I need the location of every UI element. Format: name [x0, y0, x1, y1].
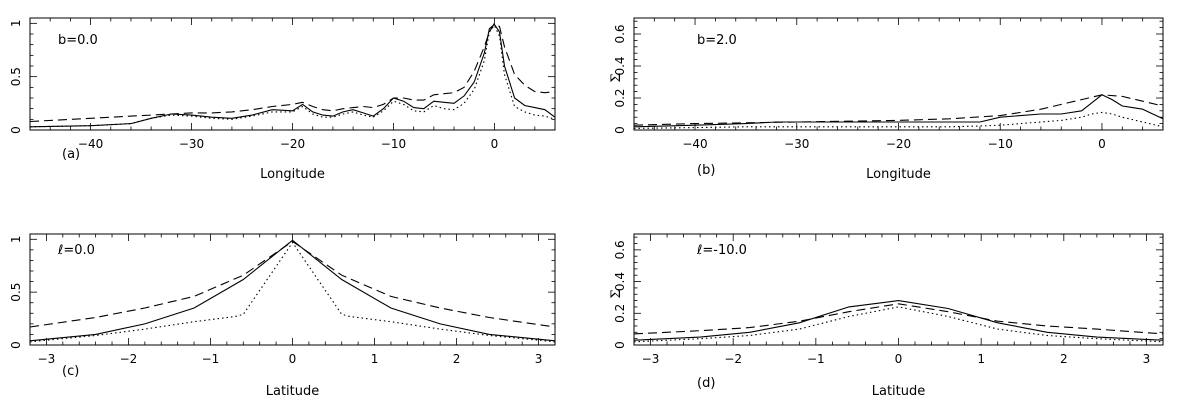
x-tick-label: −3: [642, 352, 660, 366]
x-tick-label: 3: [1143, 352, 1151, 366]
series-line-solid: [29, 23, 556, 128]
x-tick-label: −1: [202, 352, 220, 366]
x-tick-label: 1: [977, 352, 985, 366]
panel-parameter: b=2.0: [697, 33, 737, 48]
plot-frame: [29, 233, 556, 346]
panel-tag: (a): [62, 147, 80, 162]
x-axis-title: Longitude: [866, 167, 931, 182]
series-line-solid: [29, 239, 556, 342]
x-tick-label: −10: [381, 137, 406, 151]
y-tick-label: 0: [613, 126, 627, 134]
x-tick-label: 0: [289, 352, 297, 366]
panel-tag: (d): [697, 376, 715, 391]
y-tick-label: 0.2: [613, 304, 627, 323]
panel-parameter: ℓ=0.0: [57, 243, 95, 258]
x-tick-label: −20: [280, 137, 305, 151]
chart-panel: −3 −2 −1 0 1 2 3 0 0.5 1 Latitude (c) ℓ=0.0: [9, 233, 556, 399]
x-tick-label: −3: [38, 352, 56, 366]
x-tick-label: 2: [1060, 352, 1068, 366]
panel-tag: (c): [62, 364, 79, 379]
series-line-dotted: [633, 306, 1164, 343]
panel-parameter: ℓ=-10.0: [696, 243, 747, 258]
series-line-dashed: [633, 303, 1164, 335]
y-tick-label: 0: [9, 126, 23, 134]
series-line-dotted: [633, 111, 1164, 129]
x-tick-label: −30: [179, 137, 204, 151]
panel-parameter: b=0.0: [58, 33, 98, 48]
series-line-solid: [633, 300, 1164, 341]
series-line-dotted: [29, 241, 556, 343]
y-tick-label: 0: [9, 341, 23, 349]
x-tick-label: −30: [784, 137, 809, 151]
y-tick-label: 0.2: [613, 88, 627, 107]
x-tick-label: −40: [78, 137, 103, 151]
x-tick-label: −40: [682, 137, 707, 151]
chart-panel: −3 −2 −1 0 1 2 3 0 0.2 0.4 0.6 Latitude (d) ℓ=-10.0 Σ: [609, 233, 1164, 399]
x-tick-label: −1: [807, 352, 825, 366]
y-tick-label: 0.6: [613, 24, 627, 43]
y-tick-label: 0: [613, 341, 627, 349]
x-tick-label: 0: [895, 352, 903, 366]
y-tick-label: 0.4: [613, 56, 627, 75]
y-tick-label: 1: [9, 235, 23, 243]
plot-frame: [29, 17, 556, 131]
x-tick-label: −2: [120, 352, 138, 366]
series-line-dashed: [29, 240, 556, 328]
x-tick-label: −20: [886, 137, 911, 151]
x-tick-label: −10: [988, 137, 1013, 151]
y-axis-title: Σ: [609, 73, 624, 82]
chart-panel: −40 −30 −20 −10 0 0 0.2 0.4 0.6 Longitude (b) b=2.0…: [609, 17, 1164, 182]
chart-panel: −40 −30 −20 −10 0 0 0.5 1 Longitude (a) b=0.0: [9, 17, 556, 182]
y-tick-label: 0.5: [9, 67, 23, 86]
x-axis-title: Latitude: [872, 384, 926, 399]
x-axis-title: Longitude: [260, 167, 325, 182]
x-tick-label: 3: [535, 352, 543, 366]
x-tick-label: 2: [453, 352, 461, 366]
series-line-dashed: [29, 22, 556, 123]
y-tick-label: 0.4: [613, 272, 627, 291]
series-line-dotted: [29, 24, 556, 128]
y-tick-label: 1: [9, 20, 23, 28]
x-tick-label: 0: [1098, 137, 1106, 151]
x-tick-label: −2: [724, 352, 742, 366]
y-tick-label: 0.6: [613, 240, 627, 259]
x-axis-title: Latitude: [266, 384, 320, 399]
y-axis-title: Σ: [609, 289, 624, 298]
x-tick-label: 0: [491, 137, 499, 151]
y-tick-label: 0.5: [9, 283, 23, 302]
x-tick-label: 1: [371, 352, 379, 366]
panel-tag: (b): [697, 163, 715, 178]
series-line-dashed: [633, 94, 1164, 126]
